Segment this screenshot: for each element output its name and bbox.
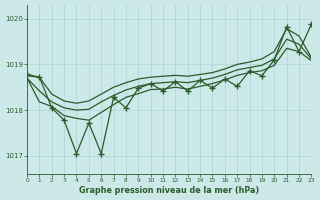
X-axis label: Graphe pression niveau de la mer (hPa): Graphe pression niveau de la mer (hPa): [79, 186, 259, 195]
